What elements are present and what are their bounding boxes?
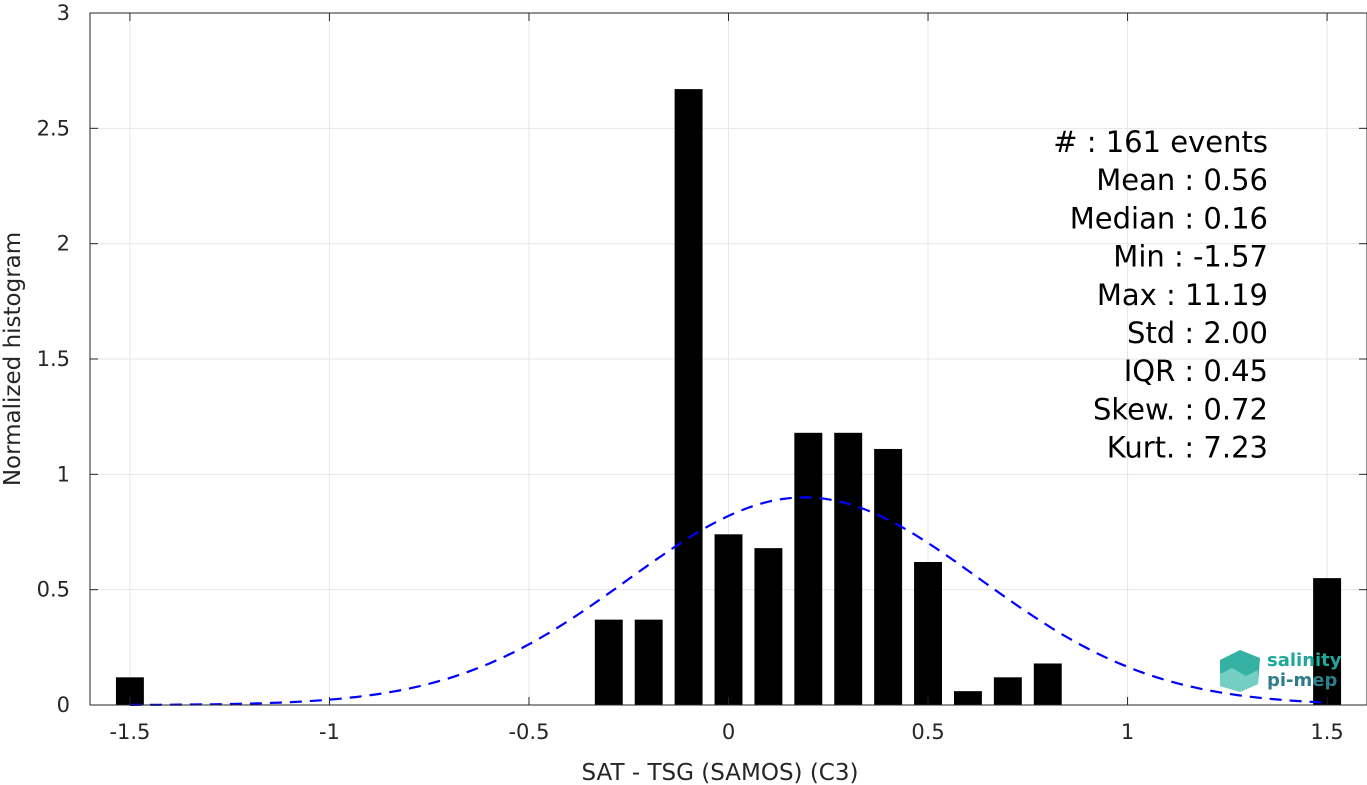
stat-line: Max : 11.19 (1097, 278, 1268, 312)
stat-line: Kurt. : 7.23 (1107, 431, 1268, 465)
salinity-pimep-logo: salinity pi-mep (1220, 650, 1342, 692)
histogram-bar (953, 691, 982, 705)
stat-line: # : 161 events (1053, 125, 1268, 159)
stat-line: Median : 0.16 (1070, 201, 1268, 235)
x-tick-label: -1.5 (109, 720, 150, 744)
stat-line: Std : 2.00 (1127, 316, 1268, 350)
histogram-bar (834, 432, 863, 705)
x-tick-label: 1 (1121, 720, 1134, 744)
gaussian-fit-curve (129, 496, 1328, 706)
y-tick-label: 0 (57, 693, 70, 717)
y-tick-label: 2 (57, 232, 70, 256)
stat-line: Skew. : 0.72 (1093, 392, 1268, 426)
histogram-bar (794, 432, 823, 705)
x-tick-label: -1 (319, 720, 340, 744)
y-tick-label: 1.5 (37, 347, 70, 371)
histogram-bar (634, 619, 663, 705)
histogram-bar (914, 561, 942, 705)
histogram-bar (714, 534, 743, 705)
stat-line: IQR : 0.45 (1124, 354, 1268, 388)
logo-text-line2: pi-mep (1267, 670, 1337, 691)
x-tick-label: -0.5 (508, 720, 549, 744)
x-tick-label: 0.5 (911, 720, 944, 744)
y-tick-label: 0.5 (37, 578, 70, 602)
stat-line: Mean : 0.56 (1096, 163, 1268, 197)
statistics-panel: # : 161 events Mean : 0.56 Median : 0.16 Mi… (1053, 125, 1268, 465)
axis-ticks (90, 12, 1367, 706)
histogram-bar (1313, 578, 1342, 705)
histogram-bar (874, 448, 903, 705)
y-tick-labels: 0 0.5 1 1.5 2 2.5 3 (37, 1, 70, 717)
histogram-bar (674, 89, 703, 706)
x-axis-label: SAT - TSG (SAMOS) (C3) (582, 760, 859, 785)
x-tick-label: 0 (722, 720, 735, 744)
y-tick-label: 2.5 (37, 116, 70, 140)
y-axis-label: Normalized histogram (0, 232, 26, 486)
histogram-bar (993, 677, 1022, 705)
histogram-bar (754, 548, 783, 705)
logo-text-line1: salinity (1267, 650, 1342, 671)
histogram-bar (594, 619, 623, 705)
histogram-bars (115, 89, 1342, 706)
logo-wave-accent (1220, 668, 1258, 692)
x-tick-label: 1.5 (1310, 720, 1343, 744)
y-tick-label: 3 (57, 1, 70, 25)
x-tick-labels: -1.5 -1 -0.5 0 0.5 1 1.5 (109, 720, 1343, 744)
histogram-bar (1033, 663, 1062, 705)
y-tick-label: 1 (57, 462, 70, 486)
stat-line: Min : -1.57 (1113, 240, 1268, 274)
